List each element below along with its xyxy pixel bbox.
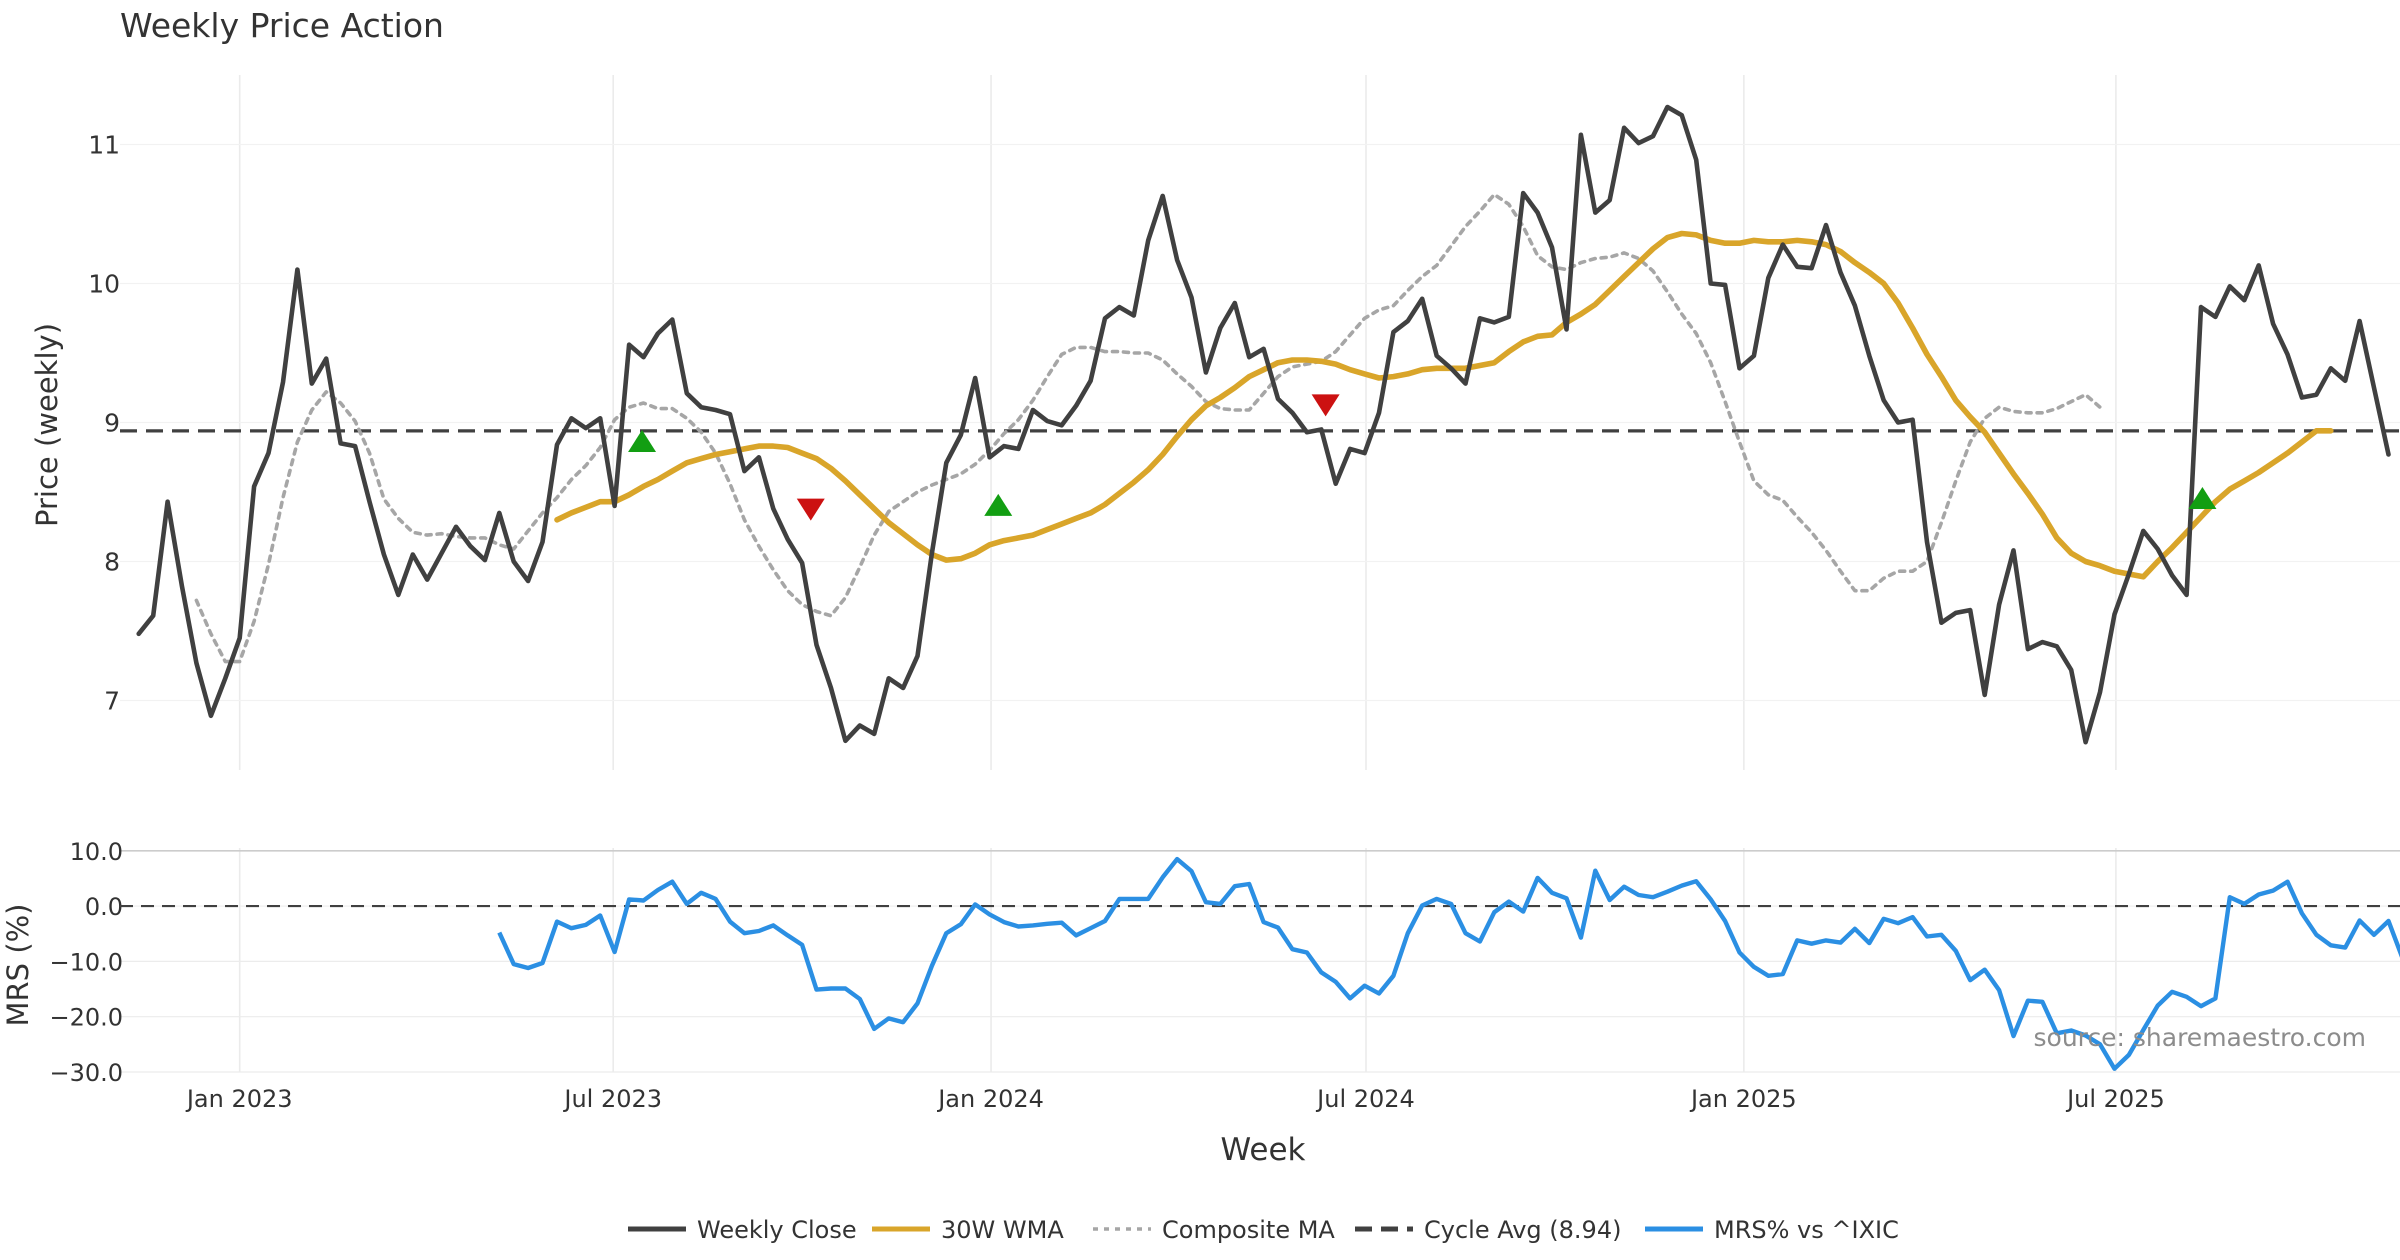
top-series [136,104,2391,745]
legend-label: Weekly Close [697,1216,857,1244]
top-y-tick-label: 9 [104,409,120,438]
top-y-tick-label: 10 [88,270,120,299]
top-y-tick-label: 11 [88,131,120,160]
legend-item: Weekly Close [628,1216,857,1244]
chart-title: Weekly Price Action [120,6,444,45]
source-annotation: source: sharemaestro.com [2034,1023,2367,1052]
top-y-ticks: 7 8 9 10 11 [88,131,120,716]
bottom-y-tick-label: −30.0 [49,1059,123,1087]
x-ticks: Jan 2023 Jul 2023 Jan 2024 Jul 2024 Jan 2025… [185,1085,2165,1113]
bottom-y-ticks: 10.0 0.0 −10.0 −20.0 −30.0 [49,838,123,1087]
x-tick-label: Jan 2024 [936,1085,1044,1113]
x-tick-label: Jul 2024 [1315,1085,1415,1113]
legend: Weekly Close 30W WMA Composite MA Cycle Avg… [628,1216,1899,1244]
top-y-tick-label: 8 [104,548,120,577]
mrs-line [497,856,2400,1071]
bottom-y-tick-label: −20.0 [49,1004,123,1032]
x-axis-label: Week [1221,1132,1306,1168]
legend-item: MRS% vs ^IXIC [1645,1216,1899,1244]
sell-signal-marker [796,498,825,521]
composite-ma-line [194,192,2102,664]
buy-signal-marker [984,493,1013,516]
legend-label: 30W WMA [941,1216,1064,1244]
x-tick-label: Jul 2025 [2065,1085,2165,1113]
buy-signal-marker [2188,486,2217,509]
bottom-y-axis-label: MRS (%) [1,904,35,1027]
signals [628,394,2217,521]
x-tick-label: Jul 2023 [562,1085,662,1113]
bottom-y-tick-label: 10.0 [70,838,123,866]
weekly-close-line [136,104,2391,745]
x-tick-label: Jan 2023 [185,1085,293,1113]
legend-item: 30W WMA [872,1216,1064,1244]
x-tick-label: Jan 2025 [1689,1085,1797,1113]
top-y-tick-label: 7 [104,687,120,716]
legend-label: MRS% vs ^IXIC [1714,1216,1899,1244]
legend-label: Cycle Avg (8.94) [1424,1216,1621,1244]
bottom-y-tick-label: 0.0 [85,893,123,921]
buy-signal-marker [628,429,657,452]
legend-item: Composite MA [1093,1216,1335,1244]
wma-30w-line [554,230,2334,580]
sell-signal-marker [1311,394,1340,417]
legend-item: Cycle Avg (8.94) [1355,1216,1621,1244]
top-grid [120,75,2400,770]
top-y-axis-label: Price (weekly) [30,323,64,527]
legend-label: Composite MA [1162,1216,1335,1244]
bottom-y-tick-label: −10.0 [49,948,123,976]
bottom-series [497,856,2400,1071]
